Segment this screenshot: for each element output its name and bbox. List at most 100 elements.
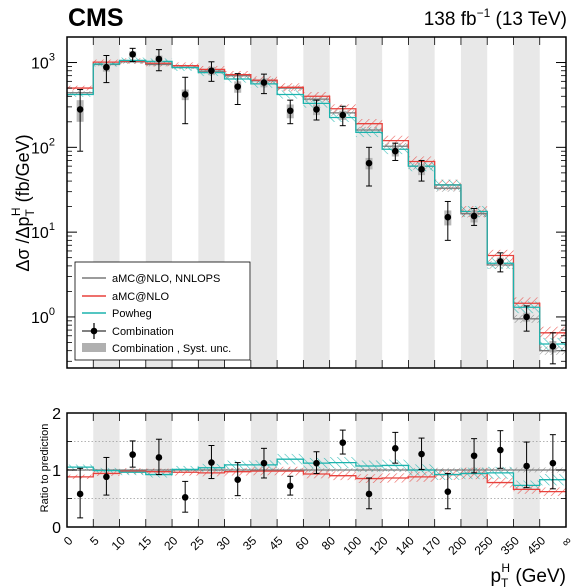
ratio-data-point: [234, 476, 242, 483]
experiment-label: CMS: [68, 4, 124, 32]
ratio-data-point: [418, 450, 425, 458]
main-y-tick-label: 102: [31, 136, 55, 157]
main-data-point: [76, 106, 84, 113]
main-bin-band: [355, 37, 383, 368]
ratio-y-tick-label: 2: [52, 406, 61, 423]
ratio-data-point: [208, 459, 215, 466]
ratio-data-point: [286, 482, 294, 490]
main-series-nnlops: [67, 61, 566, 352]
main-data-point: [103, 63, 110, 71]
x-tick-label: 200: [445, 533, 469, 557]
ratio-y-axis-label: Ratio to prediction: [39, 424, 51, 513]
x-tick-label: 45: [266, 533, 286, 553]
main-y-label-sup: H: [9, 207, 23, 216]
main-data-point: [313, 106, 320, 113]
ratio-data-point: [155, 454, 163, 461]
x-tick-label: 450: [524, 533, 548, 557]
main-y-tick-exp: 0: [49, 306, 55, 318]
ratio-data-point: [181, 494, 189, 501]
x-tick-label: 100: [340, 533, 364, 557]
main-data-point: [155, 55, 163, 63]
main-data-point: [549, 343, 557, 350]
ratio-data-point: [444, 488, 452, 495]
x-tick-label: ∞: [559, 534, 575, 550]
x-tick-label: 10: [109, 533, 129, 553]
main-y-tick-exp: 2: [49, 136, 55, 148]
main-data-point: [286, 107, 294, 115]
main-y-tick-base: 10: [31, 140, 49, 157]
main-bin-band: [408, 37, 435, 368]
main-y-tick-label: 101: [31, 221, 55, 242]
x-tick-label: 5: [87, 533, 102, 548]
main-data-point: [234, 83, 242, 90]
x-tick-label: 15: [135, 533, 155, 553]
x-tick-label: 35: [240, 533, 260, 553]
main-y-label-sub: T: [23, 208, 37, 216]
x-tick-label: 350: [498, 533, 522, 557]
main-data-point: [418, 166, 425, 173]
ratio-data-point: [523, 462, 530, 470]
ratio-data-point: [365, 490, 373, 498]
legend-label-amcnlo: aMC@NLO: [112, 291, 169, 303]
ratio-data-point: [129, 451, 136, 458]
legend-label-combination: Combination: [112, 326, 174, 338]
legend-label-powheg: Powheg: [112, 308, 152, 320]
x-label-sup: H: [501, 561, 510, 575]
x-axis-label: pTH (GeV): [490, 561, 566, 587]
legend-label-syst: Combination , Syst. unc.: [112, 343, 231, 355]
legend: aMC@NLO, NNLOPS aMC@NLO Powheg Combinati…: [74, 261, 251, 361]
ratio-data-points: [76, 429, 557, 519]
main-data-point: [470, 212, 478, 220]
legend-swatch-combination: [82, 323, 106, 339]
x-tick-label: 0: [61, 533, 76, 548]
main-data-point: [444, 213, 452, 221]
ratio-y-tick-label: 0: [52, 520, 61, 537]
main-data-point: [497, 258, 504, 265]
legend-label-nnlops: aMC@NLO, NNLOPS: [112, 273, 220, 285]
luminosity-label: 138 fb−1 (13 TeV): [424, 6, 567, 30]
main-frame: [66, 36, 567, 369]
luminosity-exponent: −1: [477, 6, 491, 20]
x-tick-label: 140: [393, 533, 417, 557]
main-y-axis-label: Δσ /ΔpTH (fb/GeV): [9, 134, 37, 271]
x-tick-label: 25: [187, 533, 207, 553]
main-y-label-unit: (fb/GeV): [13, 134, 33, 207]
x-label-sub: T: [501, 576, 509, 587]
legend-swatch-syst: [82, 343, 106, 352]
x-label-unit: (GeV): [510, 566, 566, 587]
main-y-label-main: Δσ /Δp: [13, 216, 33, 271]
main-data-point: [181, 91, 189, 98]
x-tick-label: 120: [367, 533, 391, 557]
ratio-data-point: [391, 445, 399, 452]
ratio-data-point: [260, 459, 268, 467]
x-tick-label: 170: [419, 533, 443, 557]
main-data-point: [391, 147, 399, 155]
main-bin-band: [460, 37, 488, 368]
x-tick-labels: 0 5 10 15 20 25 30 35 45 60 80 100 120 140 170 200 250 35…: [61, 533, 575, 557]
ratio-series-powheg: [67, 458, 566, 487]
luminosity-prefix: 138 fb: [424, 9, 477, 30]
ratio-axis-ticks: 0 1 2: [52, 406, 566, 537]
main-data-point: [523, 313, 530, 321]
main-data-point: [260, 79, 268, 86]
main-data-point: [339, 111, 347, 119]
x-tick-label: 30: [214, 533, 234, 553]
luminosity-suffix: (13 TeV): [490, 9, 567, 30]
ratio-data-point: [549, 459, 557, 467]
main-data-point: [365, 159, 373, 167]
ratio-data-point: [76, 490, 84, 498]
main-y-tick-label: 103: [31, 52, 55, 73]
main-bin-band: [303, 37, 330, 368]
ratio-y-tick-label: 1: [52, 463, 61, 480]
main-y-tick-base: 10: [31, 56, 49, 73]
x-tick-label: 80: [319, 533, 339, 553]
x-label-main: p: [490, 566, 501, 587]
ratio-panel: 012 Ratio to prediction 0 5 10 15 20 25 30 35 45…: [39, 406, 574, 587]
main-data-point: [208, 67, 215, 75]
main-y-tick-base: 10: [31, 310, 49, 327]
main-y-tick-label: 100: [31, 306, 55, 327]
x-tick-label: 20: [161, 533, 181, 553]
